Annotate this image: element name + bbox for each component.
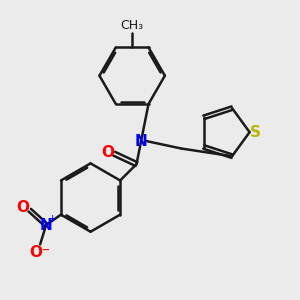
Text: S: S xyxy=(250,125,261,140)
Text: O⁻: O⁻ xyxy=(30,245,51,260)
Text: CH₃: CH₃ xyxy=(121,20,144,32)
Text: N: N xyxy=(40,218,52,232)
Text: O: O xyxy=(17,200,30,215)
Text: +: + xyxy=(48,214,57,224)
Text: N: N xyxy=(135,134,148,148)
Text: O: O xyxy=(101,145,114,160)
